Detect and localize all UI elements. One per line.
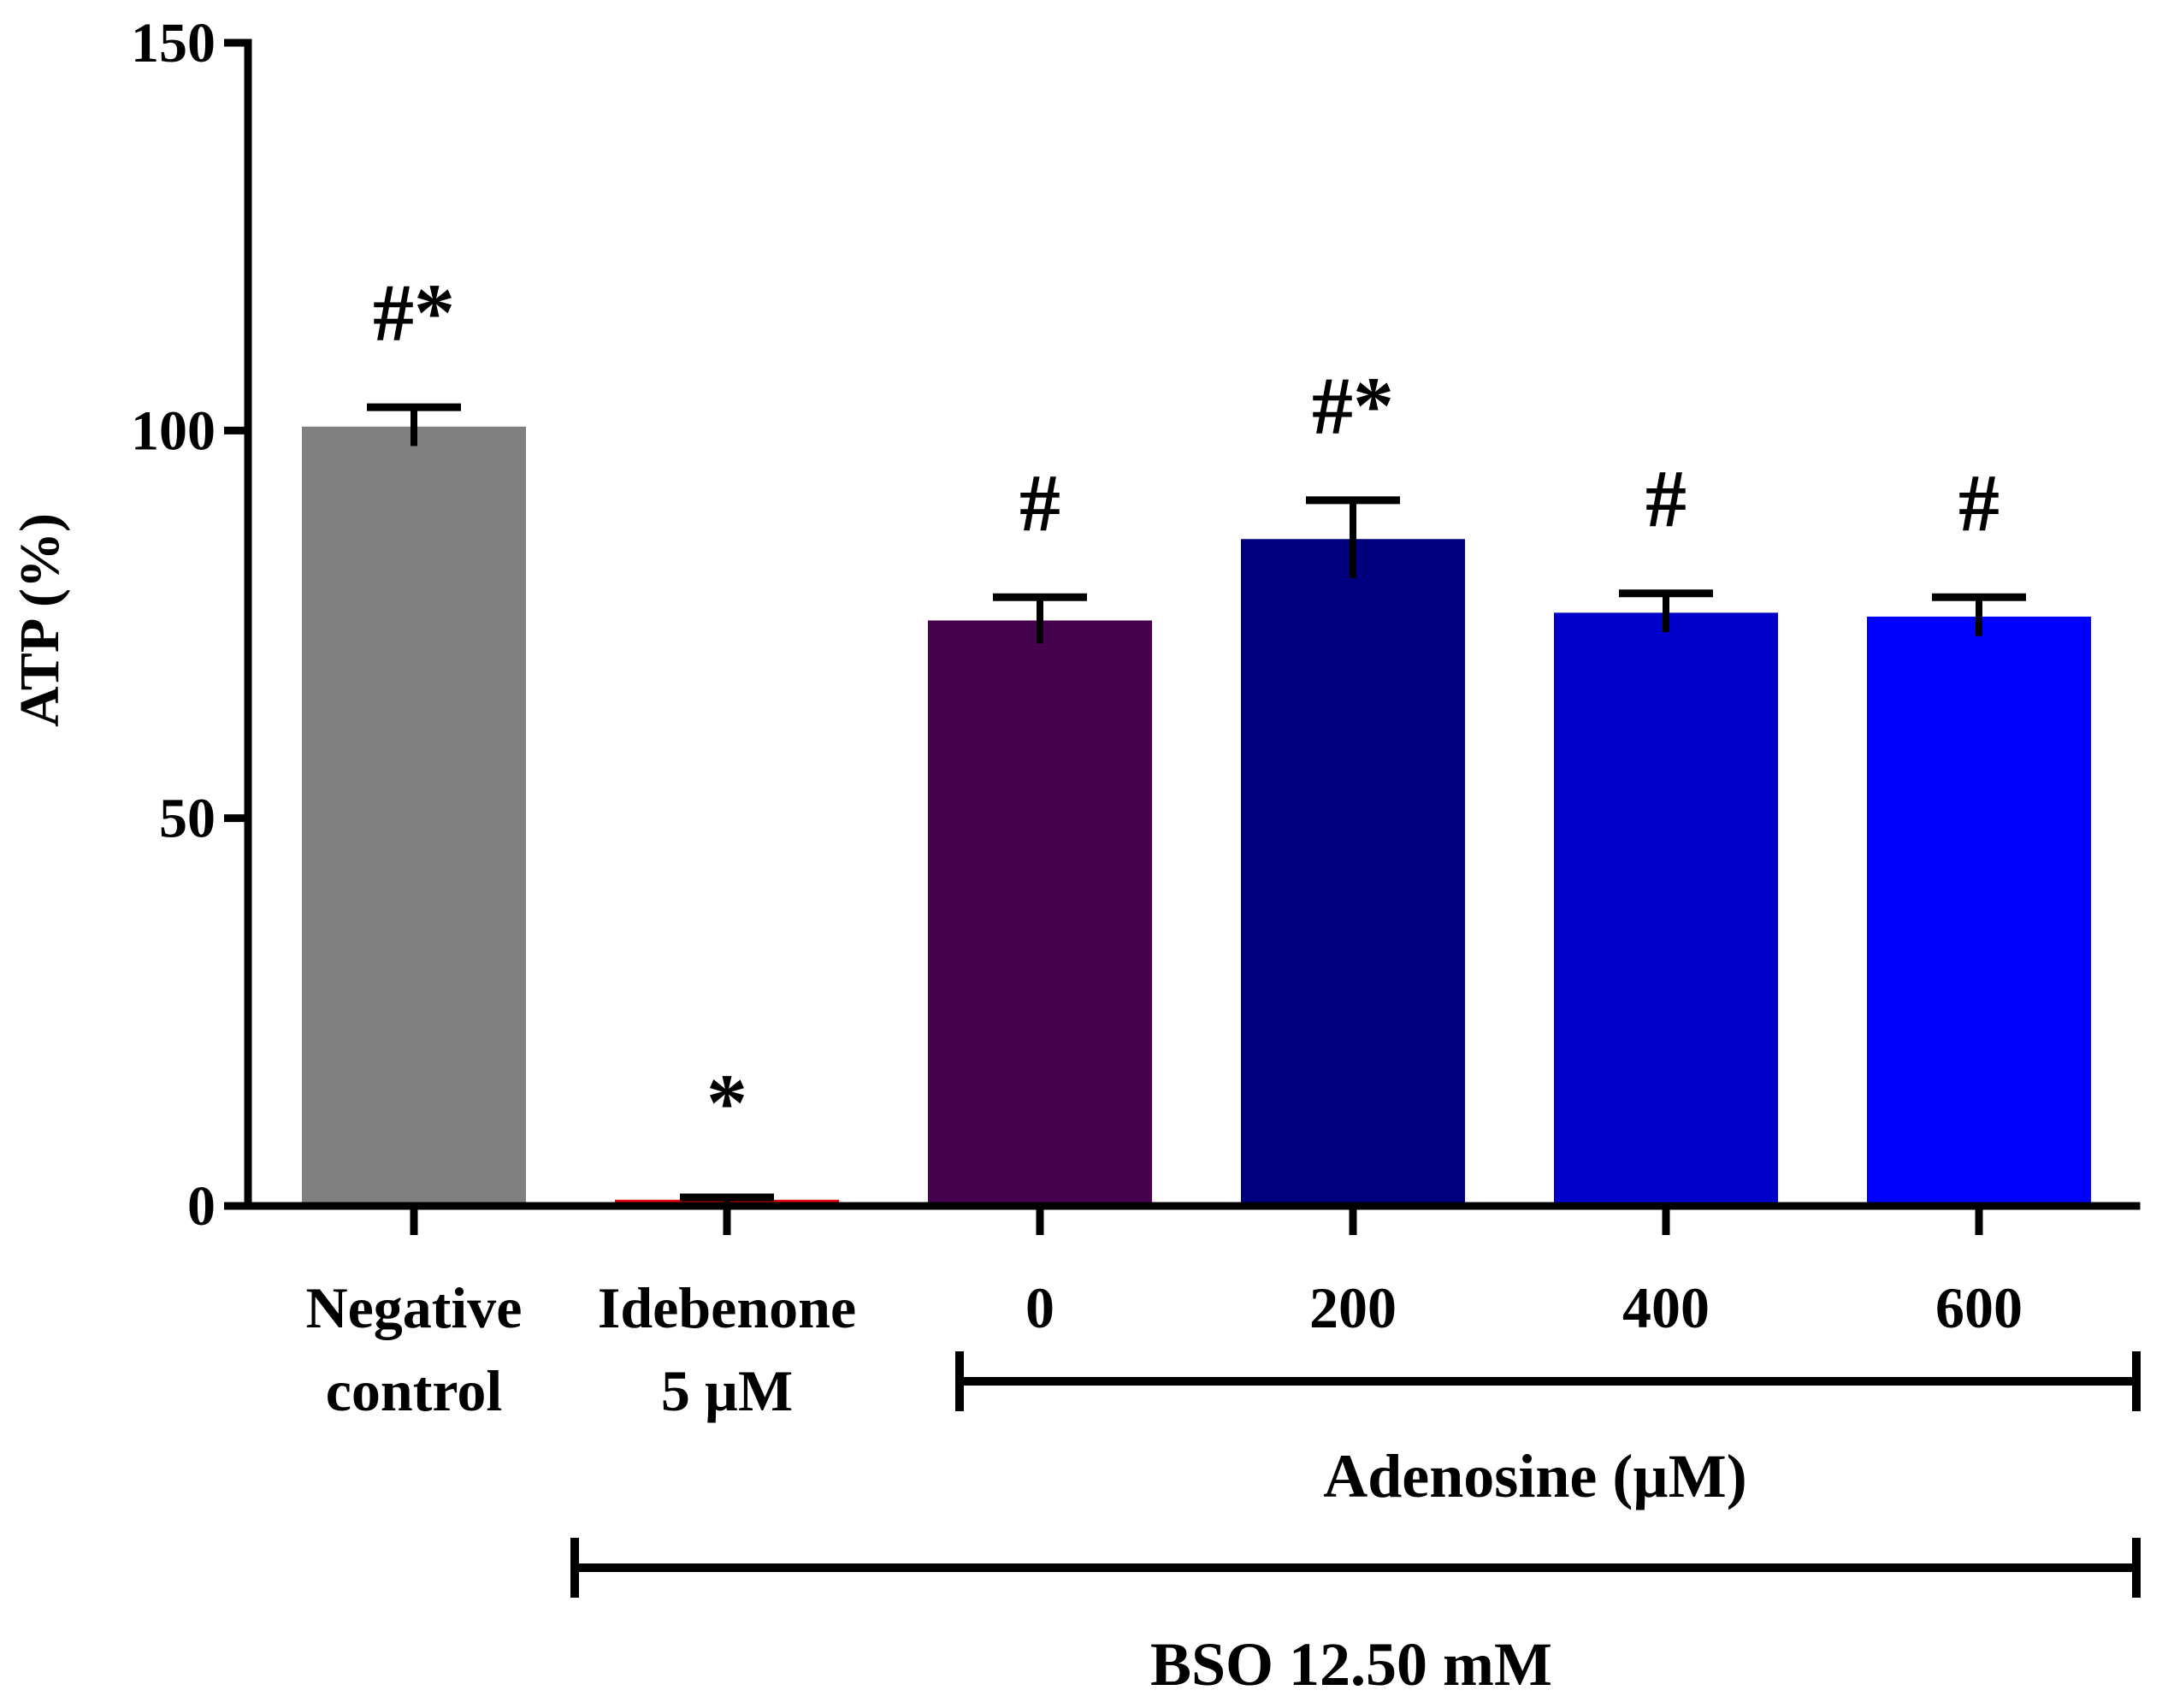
y-axis-title: ATP (%) xyxy=(9,513,71,727)
significance-annotations: #* * # #* # # xyxy=(373,267,2000,1149)
group-label: BSO 12.50 mM xyxy=(1150,1630,1552,1699)
significance-label: # xyxy=(1958,457,2000,548)
y-ticks: 0 50 100 150 xyxy=(131,12,248,1238)
category-label: 200 xyxy=(1309,1275,1397,1340)
y-tick-label: 0 xyxy=(187,1175,216,1238)
x-ticks xyxy=(410,1206,1983,1235)
error-bars-layer xyxy=(367,403,2026,1203)
category-label: Negative xyxy=(305,1275,522,1340)
category-labels: Negative control Idebenone 5 µM 0 200 400 600 xyxy=(305,1275,2023,1423)
significance-label: #* xyxy=(373,267,455,358)
significance-label: # xyxy=(1645,453,1686,545)
category-label: 400 xyxy=(1622,1275,1710,1340)
significance-label: * xyxy=(706,1057,747,1149)
axes xyxy=(244,38,2141,1210)
bar xyxy=(1241,539,1465,1206)
y-tick-label: 150 xyxy=(131,12,216,74)
category-label: 5 µM xyxy=(661,1358,793,1423)
category-label: 0 xyxy=(1025,1275,1054,1340)
bar xyxy=(928,620,1152,1206)
significance-label: # xyxy=(1019,457,1060,548)
group-brackets: Adenosine (µM) BSO 12.50 mM xyxy=(570,1351,2141,1699)
y-tick-label: 100 xyxy=(131,399,216,462)
bar xyxy=(302,426,526,1206)
category-label: control xyxy=(326,1358,503,1423)
bar xyxy=(1554,612,1778,1206)
group-label: Adenosine (µM) xyxy=(1323,1442,1746,1510)
category-label: 600 xyxy=(1935,1275,2023,1340)
bar xyxy=(1867,616,2091,1206)
y-tick-label: 50 xyxy=(159,788,216,850)
significance-label: #* xyxy=(1312,360,1394,452)
category-label: Idebenone xyxy=(598,1275,856,1340)
bars-layer xyxy=(302,426,2091,1206)
